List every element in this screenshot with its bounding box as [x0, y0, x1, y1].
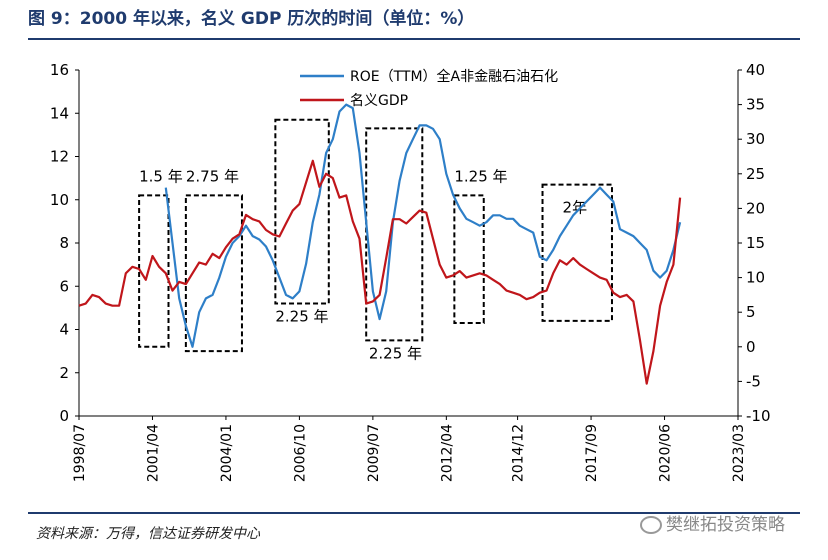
- left-tick-label: 4: [59, 321, 69, 339]
- x-tick-label: 2014/12: [511, 424, 527, 482]
- x-tick-label: 2020/06: [658, 424, 674, 482]
- roe-series-line: [164, 103, 682, 348]
- right-tick-label: -10: [746, 407, 771, 425]
- x-tick-label: 2009/07: [366, 424, 382, 482]
- legend-label: ROE（TTM）全A非金融石油石化: [350, 68, 558, 85]
- legend-label: 名义GDP: [350, 93, 408, 109]
- period-label: 2.25 年: [369, 344, 422, 362]
- watermark-text: 樊继拓投资策略: [666, 515, 785, 535]
- left-tick-label: 8: [59, 234, 69, 252]
- period-box: [138, 194, 170, 348]
- left-tick-label: 10: [50, 191, 69, 209]
- left-tick-label: 16: [50, 61, 69, 79]
- period-box: [184, 194, 243, 353]
- right-tick-label: 30: [746, 130, 765, 148]
- source-note: 资料来源：万得，信达证券研发中心: [36, 526, 260, 542]
- period-label: 2.75 年: [186, 167, 239, 185]
- period-label: 2.25 年: [275, 308, 328, 326]
- left-tick-label: 2: [59, 364, 69, 382]
- chart-title: 图 9：2000 年以来，名义 GDP 历次的时间（单位：%）: [28, 9, 475, 29]
- right-tick-label: 35: [746, 96, 765, 114]
- title-rule: [28, 38, 800, 40]
- x-tick-label: 2004/01: [219, 424, 235, 482]
- x-tick-label: 2012/04: [439, 424, 455, 482]
- period-label: 1.25 年: [454, 167, 507, 185]
- period-box: [453, 194, 485, 325]
- left-tick-label: 0: [59, 407, 69, 425]
- right-tick-label: 20: [746, 199, 765, 217]
- x-tick-label: 1998/07: [72, 424, 88, 482]
- right-tick-label: 40: [746, 61, 765, 79]
- left-tick-label: 12: [50, 148, 69, 166]
- chart-canvas: 0 2 4 6 8 10 12 14 16 -10 -5 0 5 10 15 20 25 30 35 40 1998/0…: [50, 61, 771, 482]
- left-tick-label: 14: [50, 104, 69, 122]
- footer-rule: [28, 512, 800, 514]
- x-tick-label: 2023/03: [731, 424, 747, 482]
- right-tick-label: 5: [746, 303, 756, 321]
- period-label: 2年: [563, 199, 588, 217]
- x-tick-label: 2001/04: [145, 424, 161, 482]
- period-box: [274, 118, 330, 305]
- x-tick-label: 2006/10: [292, 424, 308, 482]
- right-tick-label: 25: [746, 165, 765, 183]
- right-tick-label: 0: [746, 338, 756, 356]
- period-label: 1.5 年: [139, 167, 183, 185]
- gdp-series-line: [78, 159, 682, 385]
- left-tick-label: 6: [59, 277, 69, 295]
- wechat-icon: [640, 516, 662, 534]
- period-box: [365, 127, 424, 342]
- right-tick-label: -5: [746, 372, 761, 390]
- x-tick-label: 2017/09: [584, 424, 600, 482]
- right-tick-label: 10: [746, 269, 765, 287]
- period-box: [541, 183, 613, 322]
- right-tick-label: 15: [746, 234, 765, 252]
- watermark: 樊继拓投资策略: [640, 510, 785, 535]
